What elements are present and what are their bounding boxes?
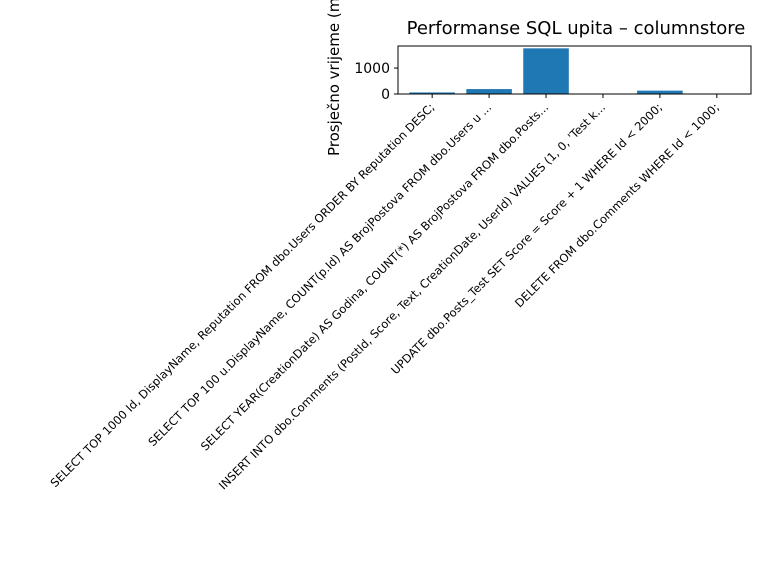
plot-frame [397, 45, 752, 95]
x-tick-label: DELETE FROM dbo.Comments WHERE Id < 1000… [512, 100, 722, 310]
bars-group [409, 48, 740, 94]
x-tick-label: UPDATE dbo.Posts_Test SET Score = Score … [388, 100, 665, 377]
y-axis: 0 1000 [354, 61, 398, 103]
chart-title: Performanse SQL upita – columnstore [407, 18, 746, 39]
x-axis: SELECT TOP 1000 Id, DisplayName, Reputat… [48, 94, 722, 492]
bar [466, 89, 512, 94]
bar [637, 90, 683, 94]
x-tick-label: INSERT INTO dbo.Comments (PostId, Score,… [216, 100, 608, 492]
bar [409, 92, 455, 94]
x-tick-label: SELECT TOP 1000 Id, DisplayName, Reputat… [48, 100, 438, 490]
y-axis-label: Prosječno vrijeme (ms) [325, 0, 343, 156]
y-tick-label: 0 [381, 87, 390, 103]
y-tick-label: 1000 [354, 61, 390, 77]
bar [523, 48, 569, 94]
